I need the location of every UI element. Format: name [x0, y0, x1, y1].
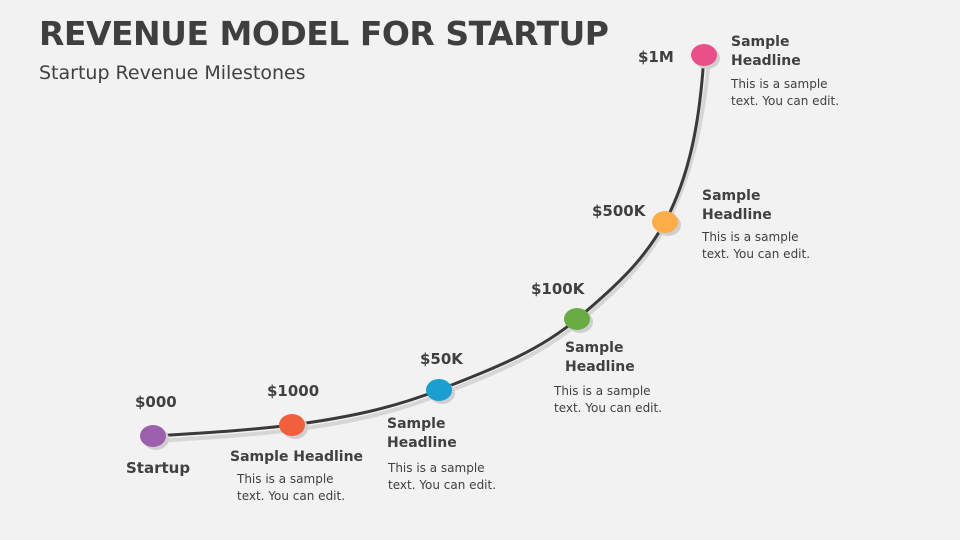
milestone-headline: Sample Headline [702, 188, 772, 223]
milestone-dot [652, 211, 678, 233]
milestone-headline: Sample Headline [565, 340, 635, 375]
milestone-amount: $1M [638, 48, 674, 66]
milestone-dot [140, 425, 166, 447]
milestone-text: This is a sample text. You can edit. [731, 77, 840, 108]
slide-subtitle: Startup Revenue Milestones [39, 62, 306, 84]
milestone-text: This is a sample text. You can edit. [237, 472, 346, 503]
milestone-amount: $1000 [267, 382, 320, 400]
curve-line [152, 54, 706, 438]
milestone-dot [426, 379, 452, 401]
milestone-headline: Sample Headline [230, 449, 364, 465]
milestone-amount: $50K [420, 350, 463, 368]
milestone-text: This is a sample text. You can edit. [388, 461, 497, 492]
milestone-amount: $000 [135, 393, 177, 411]
milestone-dot [691, 44, 717, 66]
milestone-headline: Sample Headline [387, 416, 457, 451]
milestone-amount: $500K [592, 202, 646, 220]
milestone-headline: Startup [126, 459, 191, 477]
milestone-headline: Sample Headline [731, 34, 801, 69]
milestone-dot [564, 308, 590, 330]
milestone-text: This is a sample text. You can edit. [554, 384, 663, 415]
slide-title: REVENUE MODEL FOR STARTUP [39, 14, 609, 53]
milestone-dot [279, 414, 305, 436]
milestone-amount: $100K [531, 280, 585, 298]
milestone-text: This is a sample text. You can edit. [702, 230, 811, 261]
